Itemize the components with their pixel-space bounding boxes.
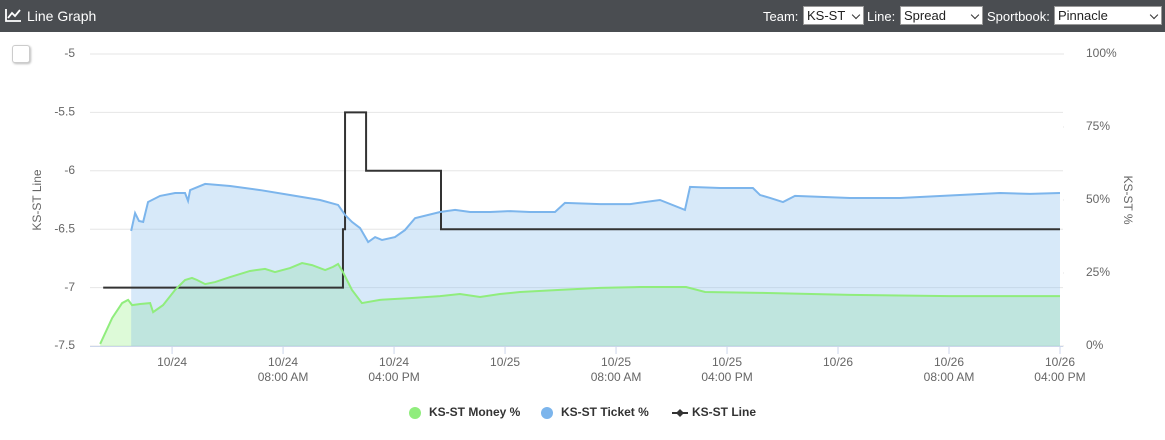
area-fill (100, 263, 1060, 346)
y2-tick-label: 75% (1086, 119, 1110, 133)
x-tick-label: 10/24 04:00 PM (368, 355, 419, 384)
x-tick-line: 10/24 (268, 355, 298, 369)
x-tick-line: 08:00 AM (591, 370, 642, 384)
chart: -5 -5.5 -6 -6.5 -7 -7.5 0% 25% 50% 75% 100% KS-ST L… (30, 46, 1135, 419)
x-tick-label: 10/24 08:00 AM (258, 355, 309, 384)
legend-label: KS-ST Line (692, 405, 756, 419)
legend-symbol (409, 407, 421, 419)
chart-icon (5, 9, 21, 22)
y2-tick-label: 50% (1086, 192, 1110, 206)
x-tick-line: 10/25 (712, 355, 742, 369)
filter-label: Team: (763, 9, 799, 24)
x-tick-label: 10/26 04:00 PM (1034, 355, 1085, 384)
x-tick-line: 04:00 PM (368, 370, 419, 384)
legend-symbol (541, 407, 553, 419)
y-tick-label: -6 (64, 163, 75, 177)
legend-label: KS-ST Ticket % (561, 405, 649, 419)
series-line (130, 182, 1061, 244)
y-tick-label: -7 (64, 280, 75, 294)
filter-label: Sportbook: (987, 9, 1050, 24)
y2-tick-label: 100% (1086, 46, 1117, 60)
legend-symbol (676, 409, 684, 417)
x-tick-line: 10/26 (934, 355, 964, 369)
sportbook-select[interactable]: Pinnacle (1054, 6, 1162, 25)
filter-label: Line: (867, 9, 896, 24)
y-tick-label: -5 (64, 46, 75, 60)
checkbox[interactable] (12, 45, 30, 63)
y-tick-label: -7.5 (54, 338, 75, 352)
y-axis-title: KS-ST Line (30, 169, 44, 230)
y2-axis-title: KS-ST % (1121, 175, 1135, 224)
x-tick-label: 10/25 04:00 PM (701, 355, 752, 384)
y-tick-label: -6.5 (54, 221, 75, 235)
toolbar: Line Graph Team: KS-ST Line: Spread Spor… (0, 0, 1165, 32)
line-select[interactable]: Spread (900, 6, 983, 25)
x-tick-label: 10/25 08:00 AM (591, 355, 642, 384)
area-fill (131, 183, 1060, 346)
series-line (103, 111, 1060, 289)
x-tick-line: 08:00 AM (924, 370, 975, 384)
series-line (99, 262, 1060, 345)
y2-tick-label: 25% (1086, 265, 1110, 279)
x-tick-line: 08:00 AM (258, 370, 309, 384)
x-tick-label: 10/26 (823, 355, 853, 369)
x-tick-label: 10/24 (157, 355, 187, 369)
y-tick-label: -5.5 (54, 105, 75, 119)
x-tick-line: 10/25 (601, 355, 631, 369)
y2-tick-label: 0% (1086, 338, 1104, 352)
legend-label: KS-ST Money % (429, 405, 521, 419)
team-select[interactable]: KS-ST (803, 6, 864, 25)
page-title: Line Graph (27, 8, 97, 24)
x-tick-label: 10/26 08:00 AM (924, 355, 975, 384)
x-tick-line: 10/26 (1045, 355, 1075, 369)
x-tick-line: 04:00 PM (1034, 370, 1085, 384)
x-tick-line: 04:00 PM (701, 370, 752, 384)
x-tick-label: 10/25 (490, 355, 520, 369)
x-tick-line: 10/24 (379, 355, 409, 369)
